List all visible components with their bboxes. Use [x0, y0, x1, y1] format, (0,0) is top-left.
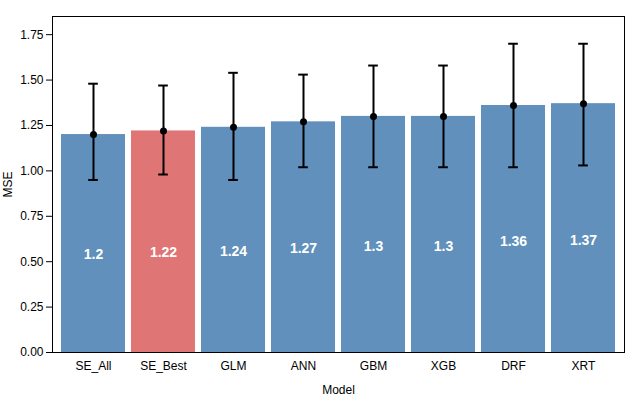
svg-text:XGB: XGB — [431, 359, 456, 373]
svg-text:1.25: 1.25 — [20, 118, 44, 132]
svg-text:1.22: 1.22 — [150, 244, 177, 260]
svg-text:1.36: 1.36 — [500, 233, 527, 249]
svg-text:XRT: XRT — [572, 359, 596, 373]
svg-text:SE_Best: SE_Best — [140, 359, 187, 373]
svg-text:MSE: MSE — [1, 171, 15, 197]
svg-text:1.24: 1.24 — [220, 243, 247, 259]
svg-text:0.00: 0.00 — [20, 345, 44, 359]
svg-text:1.2: 1.2 — [84, 246, 104, 262]
svg-text:0.50: 0.50 — [20, 255, 44, 269]
svg-text:DRF: DRF — [501, 359, 526, 373]
svg-text:1.00: 1.00 — [20, 164, 44, 178]
svg-text:ANN: ANN — [291, 359, 316, 373]
svg-text:1.27: 1.27 — [290, 240, 317, 256]
svg-text:0.25: 0.25 — [20, 300, 44, 314]
svg-text:SE_All: SE_All — [75, 359, 111, 373]
svg-text:1.3: 1.3 — [364, 238, 384, 254]
svg-text:1.3: 1.3 — [434, 238, 454, 254]
svg-text:GBM: GBM — [360, 359, 387, 373]
svg-text:Model: Model — [322, 383, 355, 396]
svg-text:GLM: GLM — [220, 359, 246, 373]
svg-text:1.75: 1.75 — [20, 28, 44, 42]
svg-text:0.75: 0.75 — [20, 209, 44, 223]
svg-text:1.50: 1.50 — [20, 73, 44, 87]
svg-text:1.37: 1.37 — [570, 232, 597, 248]
